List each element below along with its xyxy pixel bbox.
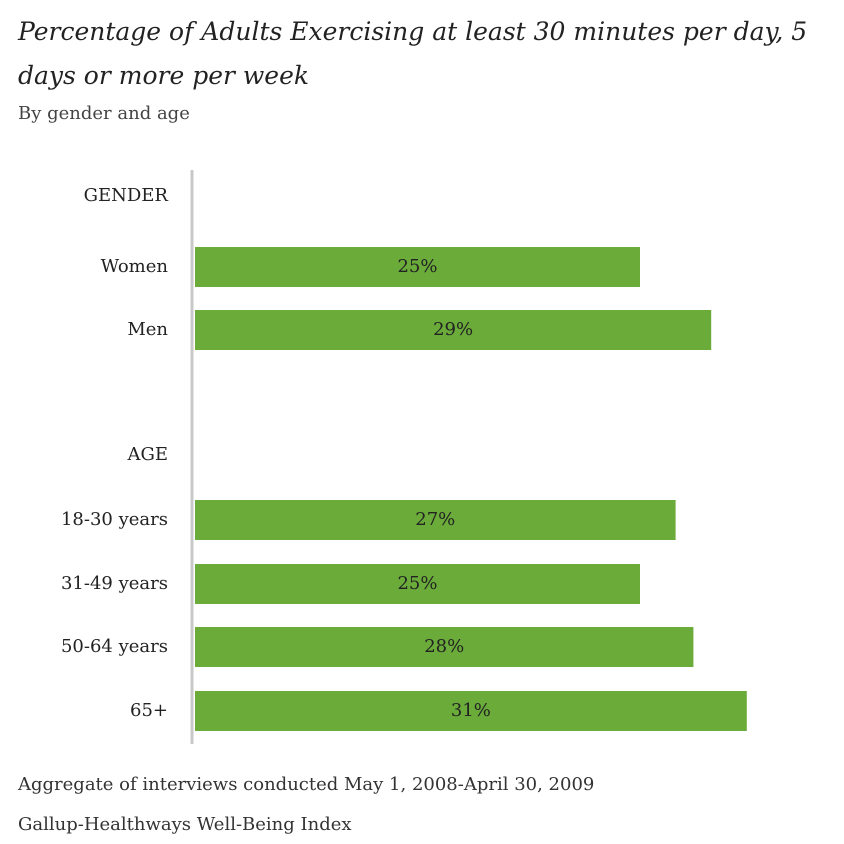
category-label-18-30-years: 18-30 years bbox=[61, 509, 168, 530]
value-label-65: 31% bbox=[451, 700, 491, 721]
value-label-50-64-years: 28% bbox=[424, 636, 464, 657]
bar-women bbox=[195, 247, 640, 287]
bar-65 bbox=[195, 691, 747, 731]
category-label-men: Men bbox=[127, 319, 168, 340]
bar-18-30-years bbox=[195, 500, 676, 540]
category-label-65: 65+ bbox=[130, 700, 168, 721]
category-label-31-49-years: 31-49 years bbox=[61, 573, 168, 594]
footnote-source: Gallup-Healthways Well-Being Index bbox=[18, 814, 352, 835]
value-label-31-49-years: 25% bbox=[397, 573, 437, 594]
bar-50-64-years bbox=[195, 627, 694, 667]
value-label-men: 29% bbox=[433, 319, 473, 340]
bar-31-49-years bbox=[195, 564, 640, 604]
chart-subtitle: By gender and age bbox=[18, 103, 190, 124]
footnote-interview-period: Aggregate of interviews conducted May 1,… bbox=[18, 774, 595, 795]
category-label-50-64-years: 50-64 years bbox=[61, 636, 168, 657]
group-heading-age: AGE bbox=[126, 444, 168, 465]
group-heading-gender: GENDER bbox=[84, 185, 169, 206]
category-label-women: Women bbox=[101, 256, 169, 277]
value-label-18-30-years: 27% bbox=[415, 509, 455, 530]
value-label-women: 25% bbox=[397, 256, 437, 277]
bar-men bbox=[195, 310, 712, 350]
chart-title: Percentage of Adults Exercising at least… bbox=[18, 17, 808, 90]
